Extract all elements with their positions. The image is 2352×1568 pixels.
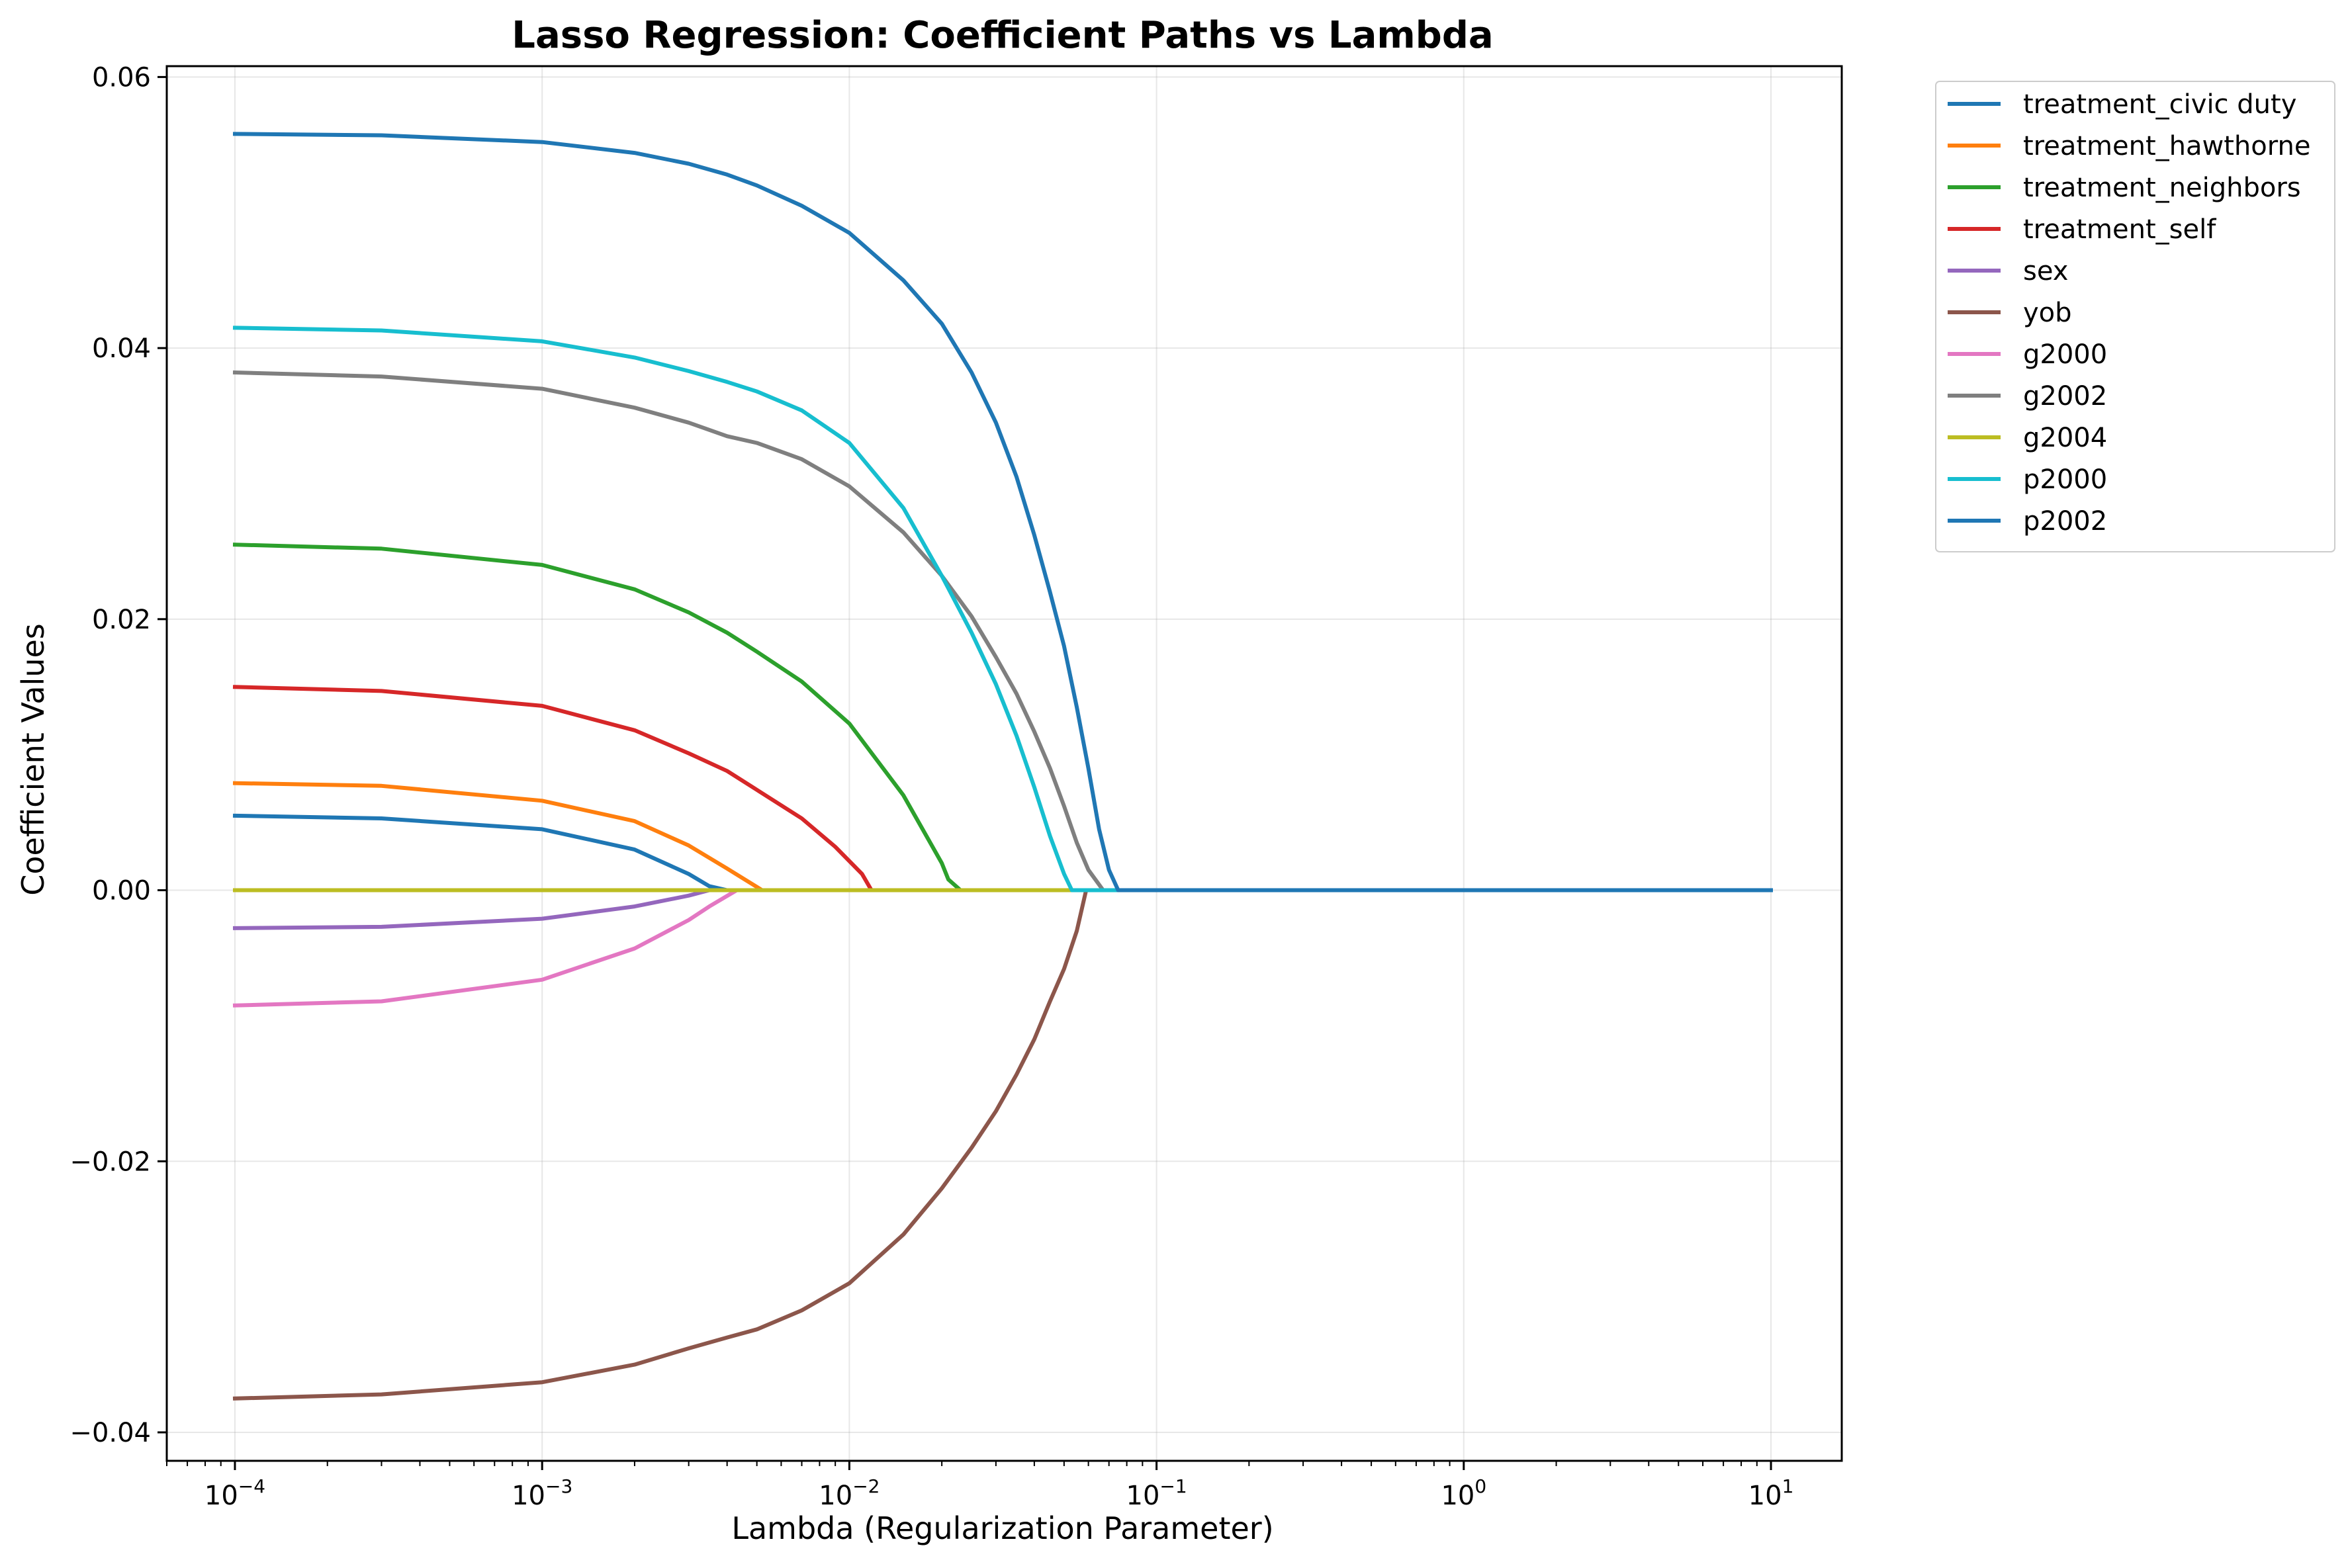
y-tick-label: −0.04 bbox=[69, 1418, 151, 1448]
series-line-treatment-self bbox=[232, 685, 1773, 893]
x-axis-label: Lambda (Regularization Parameter) bbox=[731, 1510, 1273, 1546]
legend-label: treatment_neighbors bbox=[2023, 173, 2301, 203]
y-tick-label: 0.06 bbox=[92, 62, 151, 93]
x-tick-label: 101 bbox=[1748, 1475, 1794, 1511]
series-line-p2002 bbox=[232, 132, 1773, 893]
x-tick-label: 10−4 bbox=[204, 1475, 265, 1511]
y-tick-label: 0.04 bbox=[92, 333, 151, 364]
legend-label: g2000 bbox=[2023, 339, 2107, 370]
legend-label: sex bbox=[2023, 256, 2068, 286]
legend-label: p2000 bbox=[2023, 464, 2107, 495]
axes: 10−4 10−3 10−2 10−1 100 101 0.06 0.04 0.02 0.00 −0… bbox=[69, 62, 1843, 1511]
series-lines bbox=[232, 132, 1773, 1401]
legend-label: g2002 bbox=[2023, 381, 2107, 412]
series-line-treatment-neighbors bbox=[232, 543, 1773, 893]
legend: treatment_civic duty treatment_hawthornet… bbox=[1935, 81, 2335, 552]
legend-label: p2002 bbox=[2023, 506, 2107, 537]
legend-box bbox=[1935, 81, 2335, 552]
y-tick-label: 0.02 bbox=[92, 605, 151, 635]
legend-label: treatment_hawthorne bbox=[2023, 131, 2310, 161]
chart-title: Lasso Regression: Coefficient Paths vs L… bbox=[512, 14, 1493, 57]
plot-frame bbox=[165, 65, 1843, 1462]
x-tick-label: 10−1 bbox=[1126, 1475, 1187, 1511]
x-tick-label: 10−2 bbox=[819, 1475, 880, 1511]
legend-label: g2004 bbox=[2023, 423, 2107, 453]
series-line-treatment-hawthorne bbox=[232, 781, 1773, 893]
series-line-g2000 bbox=[232, 888, 1773, 1008]
series-line-yob bbox=[232, 888, 1773, 1401]
legend-label: treatment_civic duty bbox=[2023, 89, 2296, 120]
y-tick-label: 0.00 bbox=[92, 876, 151, 906]
x-tick-label: 100 bbox=[1441, 1475, 1486, 1511]
y-tick-label: −0.02 bbox=[69, 1147, 151, 1177]
y-axis-label: Coefficient Values bbox=[15, 623, 51, 896]
series-line-p2000 bbox=[232, 326, 1773, 893]
legend-label: yob bbox=[2023, 298, 2072, 328]
legend-label: treatment_self bbox=[2023, 214, 2216, 245]
x-tick-label: 10−3 bbox=[512, 1475, 572, 1511]
